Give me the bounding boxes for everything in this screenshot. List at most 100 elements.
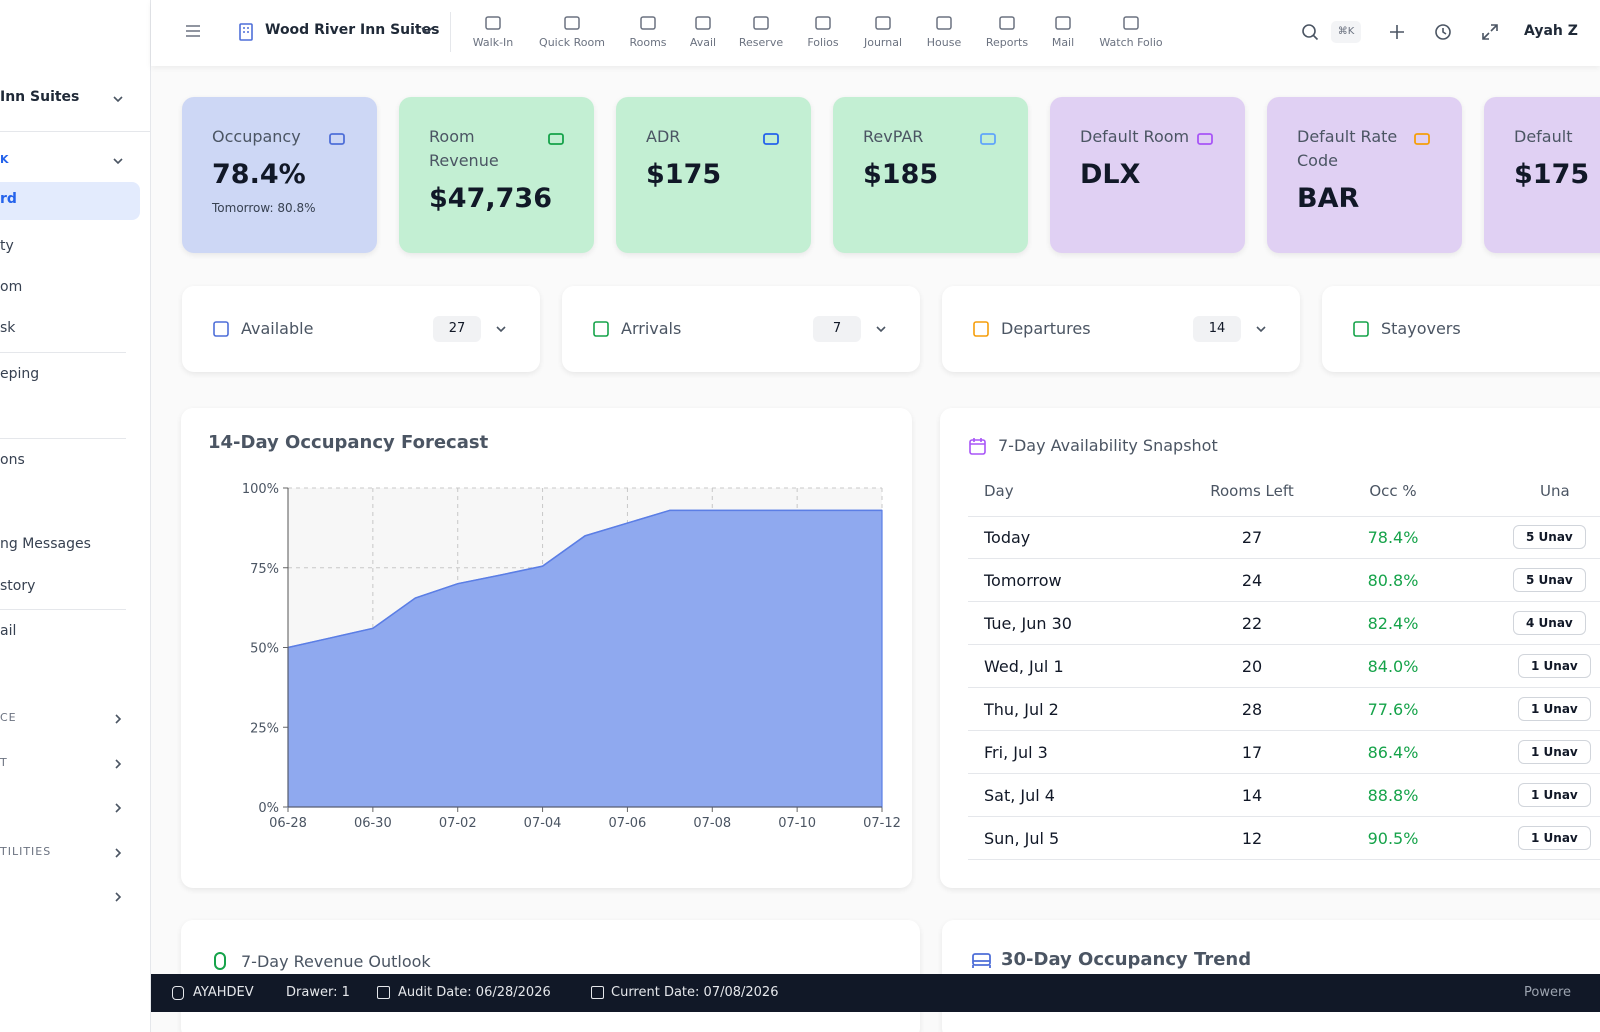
nav-icon[interactable] xyxy=(998,14,1016,32)
sidebar-divider xyxy=(0,352,126,353)
status-icon-shape xyxy=(1353,321,1369,337)
kpi-value: BAR xyxy=(1297,183,1360,214)
kpi-icon-shape xyxy=(1414,133,1430,145)
status-card[interactable] xyxy=(562,286,920,372)
status-icon-shape xyxy=(213,321,229,337)
table-rule xyxy=(968,516,1600,517)
nav-icon-shape xyxy=(485,16,501,30)
menu-icon[interactable] xyxy=(184,22,202,40)
kpi-icon xyxy=(1414,133,1430,145)
sidebar-item[interactable]: T xyxy=(0,756,8,769)
nav-icon[interactable] xyxy=(639,14,657,32)
nav-item[interactable]: Reports xyxy=(985,36,1029,49)
nav-item[interactable]: Folios xyxy=(807,36,839,49)
nav-item[interactable]: House xyxy=(926,36,962,49)
sidebar-property[interactable]: Inn Suites xyxy=(0,89,80,105)
kpi-icon xyxy=(548,133,564,145)
unavailable-badge: 1 Unav xyxy=(1518,783,1591,807)
expand-icon[interactable] xyxy=(1480,22,1500,42)
add-icon[interactable] xyxy=(1387,22,1407,42)
nav-icon[interactable] xyxy=(874,14,892,32)
chevron[interactable] xyxy=(112,93,124,105)
nav-item[interactable]: Rooms xyxy=(629,36,667,49)
table-rule xyxy=(968,730,1600,731)
nav-icon[interactable] xyxy=(1054,14,1072,32)
chevron[interactable] xyxy=(112,713,124,725)
footer-drawer: Drawer: 1 xyxy=(286,985,350,1000)
status-count: 14 xyxy=(1193,316,1241,342)
rooms-left-cell: 22 xyxy=(1241,614,1263,633)
calendar-icon xyxy=(969,438,986,455)
sidebar-item[interactable]: story xyxy=(0,578,36,594)
property-selector[interactable]: Wood River Inn Suites xyxy=(265,22,440,38)
chevron[interactable] xyxy=(875,323,887,335)
nav-item[interactable]: Journal xyxy=(863,36,903,49)
nav-icon[interactable] xyxy=(814,14,832,32)
chevron[interactable] xyxy=(112,847,124,859)
kpi-icon xyxy=(1197,133,1213,145)
sidebar-item[interactable]: K xyxy=(0,153,9,166)
unavailable-badge: 5 Unav xyxy=(1513,568,1586,592)
table-rule xyxy=(968,816,1600,817)
chevron[interactable] xyxy=(112,802,124,814)
sidebar-item[interactable]: TILITIES xyxy=(0,845,52,858)
history-icon[interactable] xyxy=(1433,22,1453,42)
sidebar-item[interactable]: CE xyxy=(0,711,17,724)
sidebar-item[interactable]: sk xyxy=(0,320,16,336)
nav-icon-shape xyxy=(875,16,891,30)
status-icon xyxy=(593,321,609,337)
chevron-path xyxy=(115,714,122,724)
sidebar-item[interactable]: om xyxy=(0,279,23,295)
unavailable-badge: 1 Unav xyxy=(1518,654,1591,678)
nav-item[interactable]: Watch Folio xyxy=(1099,36,1163,49)
table-rule xyxy=(968,687,1600,688)
sidebar-item[interactable]: rd xyxy=(0,191,17,207)
chevron[interactable] xyxy=(112,155,124,167)
nav-icon[interactable] xyxy=(935,14,953,32)
kpi-label: Occupancy xyxy=(212,127,301,146)
nav-icon-shape xyxy=(1055,16,1071,30)
status-icon-shape xyxy=(973,321,989,337)
kpi-value: $175 xyxy=(646,159,722,190)
user-name[interactable]: Ayah Z xyxy=(1524,23,1578,39)
sidebar-item[interactable]: ty xyxy=(0,238,14,254)
chevron[interactable] xyxy=(112,891,124,903)
chevron-path xyxy=(113,96,123,103)
panel-title: 30-Day Occupancy Trend xyxy=(1001,949,1252,970)
chevron[interactable] xyxy=(112,758,124,770)
kpi-icon-shape xyxy=(329,133,345,145)
unavailable-badge: 5 Unav xyxy=(1513,525,1586,549)
nav-item[interactable]: Quick Room xyxy=(539,36,605,49)
footer-icon xyxy=(377,986,390,999)
kpi-card: Occupancy 78.4% Tomorrow: 80.8% xyxy=(182,97,377,253)
nav-icon[interactable] xyxy=(563,14,581,32)
x-tick-label: 07-04 xyxy=(524,816,562,831)
sidebar-item[interactable]: ng Messages xyxy=(0,536,91,552)
sidebar-item[interactable]: ons xyxy=(0,452,25,468)
status-count: 7 xyxy=(813,316,861,342)
status-card[interactable] xyxy=(182,286,540,372)
nav-icon[interactable] xyxy=(752,14,770,32)
table-rule xyxy=(968,859,1600,860)
nav-icon[interactable] xyxy=(694,14,712,32)
y-tick-label: 50% xyxy=(250,642,279,657)
table-rule xyxy=(968,601,1600,602)
nav-icon[interactable] xyxy=(1122,14,1140,32)
nav-item[interactable]: Avail xyxy=(689,36,717,49)
nav-item[interactable]: Walk-In xyxy=(472,36,514,49)
chevron[interactable] xyxy=(495,323,507,335)
x-tick-label: 07-08 xyxy=(693,816,731,831)
nav-icon[interactable] xyxy=(484,14,502,32)
sidebar-item[interactable]: eping xyxy=(0,366,40,382)
search-icon[interactable] xyxy=(1300,22,1320,42)
chevron-path xyxy=(496,326,506,333)
kpi-icon-shape xyxy=(1197,133,1213,145)
day-cell: Sun, Jul 5 xyxy=(984,829,1060,848)
nav-item[interactable]: Reserve xyxy=(738,36,784,49)
status-label: Departures xyxy=(1001,319,1091,338)
sidebar-item[interactable]: ail xyxy=(0,623,17,639)
nav-item[interactable]: Mail xyxy=(1051,36,1075,49)
status-card[interactable] xyxy=(942,286,1300,372)
occ-cell: 84.0% xyxy=(1367,657,1419,676)
chevron[interactable] xyxy=(1255,323,1267,335)
